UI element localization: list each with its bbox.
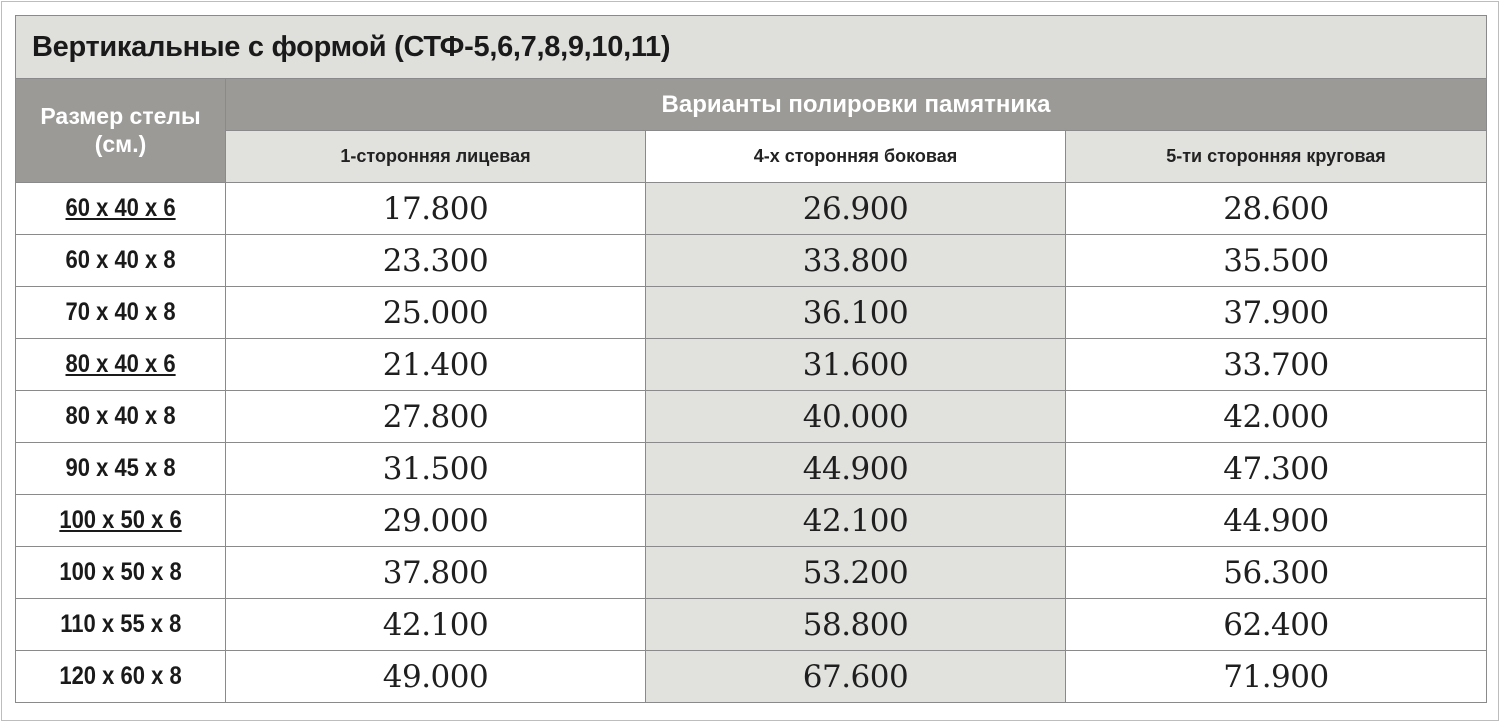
price-cell: 47.300 xyxy=(1065,442,1487,495)
table-row: 60 x 40 x 8 23.300 33.800 35.500 xyxy=(15,234,1487,287)
price-cell: 49.000 xyxy=(225,650,646,703)
price-cell: 26.900 xyxy=(645,182,1066,235)
size-label[interactable]: 100 x 50 x 6 xyxy=(59,506,182,534)
price-cell: 42.100 xyxy=(645,494,1066,547)
size-cell: 100 x 50 x 8 xyxy=(15,546,226,599)
size-column-header: Размер стелы (см.) xyxy=(15,78,226,183)
price-cell: 42.000 xyxy=(1065,390,1487,443)
price-cell: 42.100 xyxy=(225,598,646,651)
price-cell: 35.500 xyxy=(1065,234,1487,287)
size-cell: 110 x 55 x 8 xyxy=(15,598,226,651)
table-row: 110 x 55 x 8 42.100 58.800 62.400 xyxy=(15,598,1487,651)
polish-variants-header: Варианты полировки памятника xyxy=(225,78,1487,131)
column-header-5-side: 5-ти сторонняя круговая xyxy=(1065,130,1487,183)
price-cell: 33.700 xyxy=(1065,338,1487,391)
price-cell: 31.600 xyxy=(645,338,1066,391)
price-cell: 62.400 xyxy=(1065,598,1487,651)
table-row: 100 x 50 x 6 29.000 42.100 44.900 xyxy=(15,494,1487,547)
table-title: Вертикальные с формой (СТФ-5,6,7,8,9,10,… xyxy=(15,15,1487,79)
price-cell: 17.800 xyxy=(225,182,646,235)
price-cell: 25.000 xyxy=(225,286,646,339)
price-cell: 37.900 xyxy=(1065,286,1487,339)
table-row: 100 x 50 x 8 37.800 53.200 56.300 xyxy=(15,546,1487,599)
size-cell: 100 x 50 x 6 xyxy=(15,494,226,547)
size-cell: 120 x 60 x 8 xyxy=(15,650,226,703)
size-cell: 80 x 40 x 8 xyxy=(15,390,226,443)
table-row: 70 x 40 x 8 25.000 36.100 37.900 xyxy=(15,286,1487,339)
size-label[interactable]: 60 x 40 x 6 xyxy=(65,194,176,222)
price-cell: 33.800 xyxy=(645,234,1066,287)
size-label: 110 x 55 x 8 xyxy=(59,610,182,638)
price-table: Вертикальные с формой (СТФ-5,6,7,8,9,10,… xyxy=(15,15,1487,703)
table-row: 120 x 60 x 8 49.000 67.600 71.900 xyxy=(15,650,1487,703)
price-cell: 44.900 xyxy=(645,442,1066,495)
size-cell: 70 x 40 x 8 xyxy=(15,286,226,339)
size-cell: 90 x 45 x 8 xyxy=(15,442,226,495)
size-label[interactable]: 80 x 40 x 6 xyxy=(65,350,176,378)
size-label: 80 x 40 x 8 xyxy=(65,402,176,430)
table-row: 90 x 45 x 8 31.500 44.900 47.300 xyxy=(15,442,1487,495)
price-cell: 40.000 xyxy=(645,390,1066,443)
price-cell: 36.100 xyxy=(645,286,1066,339)
size-label: 70 x 40 x 8 xyxy=(65,298,176,326)
price-cell: 31.500 xyxy=(225,442,646,495)
price-cell: 67.600 xyxy=(645,650,1066,703)
size-cell: 60 x 40 x 6 xyxy=(15,182,226,235)
column-header-4-side: 4-х сторонняя боковая xyxy=(645,130,1066,183)
price-cell: 53.200 xyxy=(645,546,1066,599)
price-cell: 28.600 xyxy=(1065,182,1487,235)
size-cell: 80 x 40 x 6 xyxy=(15,338,226,391)
price-cell: 44.900 xyxy=(1065,494,1487,547)
price-cell: 29.000 xyxy=(225,494,646,547)
price-cell: 37.800 xyxy=(225,546,646,599)
size-label: 100 x 50 x 8 xyxy=(59,558,182,586)
price-cell: 27.800 xyxy=(225,390,646,443)
price-cell: 71.900 xyxy=(1065,650,1487,703)
size-label: 60 x 40 x 8 xyxy=(65,246,176,274)
table-row: 80 x 40 x 8 27.800 40.000 42.000 xyxy=(15,390,1487,443)
size-label: 90 x 45 x 8 xyxy=(65,454,176,482)
table-row: 80 x 40 x 6 21.400 31.600 33.700 xyxy=(15,338,1487,391)
price-cell: 58.800 xyxy=(645,598,1066,651)
column-header-1-side: 1-сторонняя лицевая xyxy=(225,130,646,183)
size-label: 120 x 60 x 8 xyxy=(59,662,182,690)
price-cell: 23.300 xyxy=(225,234,646,287)
price-cell: 21.400 xyxy=(225,338,646,391)
table-row: 60 x 40 x 6 17.800 26.900 28.600 xyxy=(15,182,1487,235)
price-cell: 56.300 xyxy=(1065,546,1487,599)
size-cell: 60 x 40 x 8 xyxy=(15,234,226,287)
